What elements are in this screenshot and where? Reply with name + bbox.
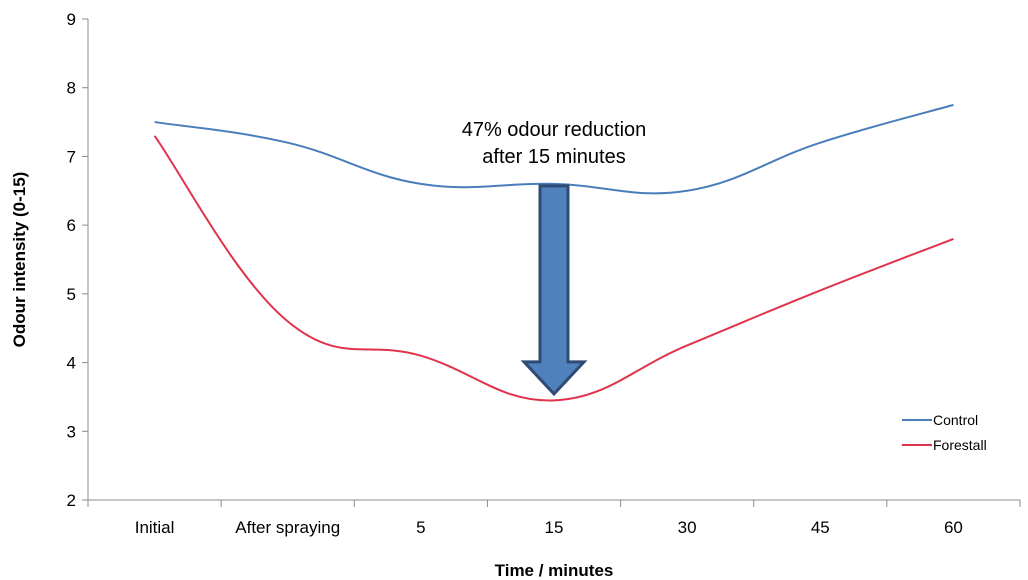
x-tick-label: 45 (811, 518, 830, 537)
annotation: 47% odour reduction after 15 minutes (462, 119, 647, 397)
reduction-arrow (520, 184, 588, 397)
y-tick-label: 8 (67, 79, 76, 98)
legend-label-control: Control (933, 412, 978, 428)
legend-label-forestall: Forestall (933, 437, 987, 453)
x-tick-label: 60 (944, 518, 963, 537)
x-tick-label: 30 (678, 518, 697, 537)
x-tick-label: Initial (135, 518, 175, 537)
y-axis-title: Odour intensity (0-15) (10, 172, 29, 348)
y-tick-label: 2 (67, 491, 76, 510)
x-tick-label: 5 (416, 518, 425, 537)
y-tick-label: 4 (67, 354, 76, 373)
y-tick-label: 5 (67, 285, 76, 304)
annotation-line-2: after 15 minutes (482, 146, 625, 168)
x-tick-label: After spraying (235, 518, 340, 537)
legend: Control Forestall (902, 412, 987, 453)
y-tick-label: 3 (67, 422, 76, 441)
y-tick-label: 6 (67, 216, 76, 235)
x-tick-label: 15 (545, 518, 564, 537)
x-axis-title: Time / minutes (495, 561, 614, 580)
y-tick-label: 9 (67, 10, 76, 29)
x-ticks: Initial After spraying 5 15 30 45 60 (87, 500, 1021, 537)
series-line-forestall (153, 135, 954, 402)
series-layer (153, 103, 954, 402)
series-line-control (154, 103, 954, 195)
y-tick-label: 7 (67, 147, 76, 166)
annotation-line-1: 47% odour reduction (462, 119, 647, 141)
y-ticks: 2 3 4 5 6 7 8 9 (67, 10, 88, 510)
